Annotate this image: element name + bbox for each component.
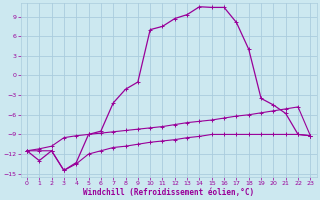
X-axis label: Windchill (Refroidissement éolien,°C): Windchill (Refroidissement éolien,°C)	[83, 188, 254, 197]
